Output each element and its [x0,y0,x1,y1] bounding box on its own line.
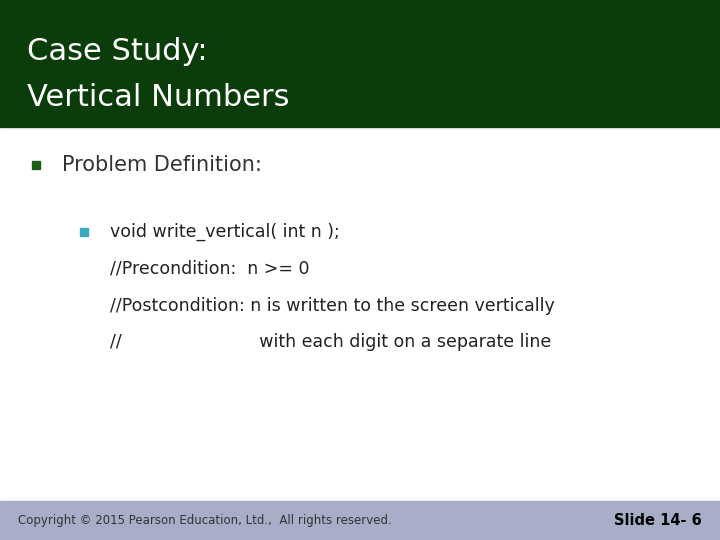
Text: Slide 14- 6: Slide 14- 6 [614,513,702,528]
Text: Case Study:: Case Study: [27,37,208,66]
Text: //Postcondition: n is written to the screen vertically: //Postcondition: n is written to the scr… [110,296,555,315]
Text: Vertical Numbers: Vertical Numbers [27,83,290,112]
Bar [0,0,720,127]
Text: //                         with each digit on a separate line: // with each digit on a separate line [110,333,552,352]
Text: //Precondition:  n >= 0: //Precondition: n >= 0 [110,260,310,278]
Bar [0,501,720,540]
Text: Copyright © 2015 Pearson Education, Ltd.,  All rights reserved.: Copyright © 2015 Pearson Education, Ltd.… [18,514,392,527]
Text: Problem Definition:: Problem Definition: [62,154,262,175]
Text: void write_vertical( int n );: void write_vertical( int n ); [110,223,340,241]
